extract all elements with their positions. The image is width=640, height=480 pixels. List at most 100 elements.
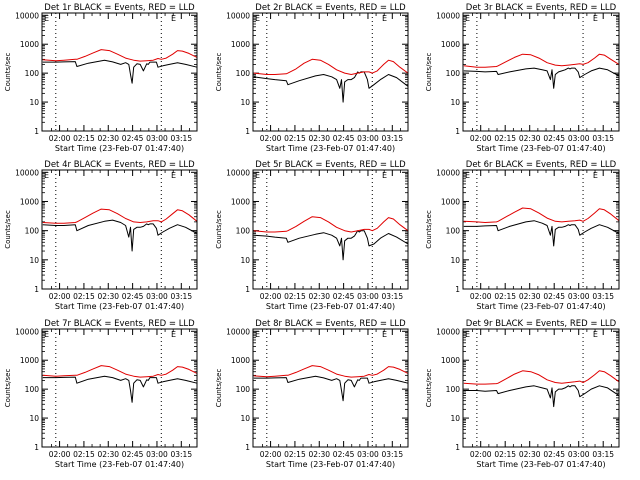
lld-series-line xyxy=(42,49,198,62)
y-tick-label: 1000 xyxy=(231,356,250,365)
y-tick-label: 10000 xyxy=(15,11,39,20)
events-series-line xyxy=(42,59,198,84)
chart-panel-2: Det 2r BLACK = Events, RED = LLD Counts/s… xyxy=(215,3,409,153)
y-tick-label: 1 xyxy=(245,285,250,294)
chart-panel-4: Det 4r BLACK = Events, RED = LLD Counts/s… xyxy=(4,160,198,311)
chart-title: Det 9r BLACK = Events, RED = LLD xyxy=(466,319,617,329)
corner-mark-left: E xyxy=(255,171,260,180)
y-axis-label: Counts/sec xyxy=(4,210,12,249)
y-tick-label: 1000 xyxy=(441,40,460,49)
x-tick-label: 02:00 xyxy=(260,134,282,143)
x-tick-label: 02:30 xyxy=(308,134,330,143)
plot-frame xyxy=(252,12,409,132)
plot-frame xyxy=(41,328,198,448)
x-tick-label: 03:15 xyxy=(381,450,403,459)
chart-panel-6: Det 6r BLACK = Events, RED = LLD Counts/s… xyxy=(425,160,620,311)
corner-mark-right: E xyxy=(171,171,176,180)
y-tick-label: 10000 xyxy=(15,168,39,177)
corner-mark-left: E xyxy=(44,171,49,180)
x-tick-label: 02:15 xyxy=(73,292,95,301)
x-tick-label: 02:45 xyxy=(122,292,144,301)
lld-series-line xyxy=(42,365,198,378)
x-axis-label: Start Time (23-Feb-07 01:47:40) xyxy=(476,460,605,469)
x-tick-label: 03:15 xyxy=(592,134,614,143)
y-tick-label: 1 xyxy=(455,127,460,136)
y-tick-label: 10 xyxy=(240,414,250,423)
y-tick-label: 10 xyxy=(29,414,39,423)
x-tick-label: 02:00 xyxy=(260,450,282,459)
y-tick-label: 10 xyxy=(240,98,250,107)
y-tick-label: 1 xyxy=(455,443,460,452)
x-tick-label: 02:15 xyxy=(494,292,516,301)
x-axis-label: Start Time (23-Feb-07 01:47:40) xyxy=(55,144,184,153)
x-tick-label: 02:30 xyxy=(97,134,119,143)
x-axis-label: Start Time (23-Feb-07 01:47:40) xyxy=(266,144,395,153)
y-axis-label: Counts/sec xyxy=(215,53,223,92)
corner-mark-left: E xyxy=(44,330,49,339)
chart-title: Det 3r BLACK = Events, RED = LLD xyxy=(466,3,617,13)
y-tick-label: 10000 xyxy=(436,11,460,20)
x-tick-label: 02:00 xyxy=(49,292,71,301)
plot-frame xyxy=(252,328,409,448)
events-series-line xyxy=(463,67,620,89)
x-tick-label: 02:30 xyxy=(519,134,541,143)
chart-title: Det 8r BLACK = Events, RED = LLD xyxy=(255,319,406,329)
x-tick-label: 03:15 xyxy=(170,292,192,301)
x-tick-label: 02:00 xyxy=(470,450,492,459)
x-tick-label: 02:45 xyxy=(543,450,565,459)
x-tick-label: 03:00 xyxy=(568,134,590,143)
x-tick-label: 03:15 xyxy=(592,292,614,301)
x-axis-label: Start Time (23-Feb-07 01:47:40) xyxy=(476,302,605,311)
chart-panel-8: Det 8r BLACK = Events, RED = LLD Counts/s… xyxy=(215,319,409,469)
y-tick-label: 10000 xyxy=(226,168,250,177)
events-series-line xyxy=(463,385,620,408)
y-tick-label: 100 xyxy=(236,385,251,394)
corner-mark-left: E xyxy=(255,14,260,23)
y-tick-label: 1 xyxy=(245,443,250,452)
y-tick-label: 1 xyxy=(34,127,39,136)
y-tick-label: 100 xyxy=(446,385,461,394)
lld-series-line xyxy=(463,207,620,223)
events-series-line xyxy=(253,71,409,103)
x-tick-label: 02:00 xyxy=(49,450,71,459)
x-tick-label: 03:00 xyxy=(357,134,379,143)
chart-panel-7: Det 7r BLACK = Events, RED = LLD Counts/s… xyxy=(4,319,198,469)
y-tick-label: 10000 xyxy=(436,327,460,336)
y-tick-label: 100 xyxy=(236,69,251,78)
plot-frame xyxy=(252,169,409,290)
x-tick-label: 02:30 xyxy=(519,450,541,459)
corner-mark-left: E xyxy=(255,330,260,339)
chart-panel-9: Det 9r BLACK = Events, RED = LLD Counts/s… xyxy=(425,319,620,469)
x-tick-label: 02:45 xyxy=(543,292,565,301)
corner-mark-right: E xyxy=(593,330,598,339)
chart-panel-5: Det 5r BLACK = Events, RED = LLD Counts/s… xyxy=(215,160,409,311)
x-tick-label: 03:15 xyxy=(381,134,403,143)
x-axis-label: Start Time (23-Feb-07 01:47:40) xyxy=(266,302,395,311)
x-tick-label: 02:30 xyxy=(308,450,330,459)
x-axis-label: Start Time (23-Feb-07 01:47:40) xyxy=(266,460,395,469)
corner-mark-right: E xyxy=(593,14,598,23)
y-tick-label: 100 xyxy=(236,227,251,236)
y-tick-label: 100 xyxy=(446,69,461,78)
corner-mark-right: E xyxy=(171,14,176,23)
chart-title: Det 5r BLACK = Events, RED = LLD xyxy=(255,160,406,170)
events-series-line xyxy=(253,375,409,402)
corner-mark-right: E xyxy=(171,330,176,339)
y-axis-label: Counts/sec xyxy=(215,369,223,408)
x-tick-label: 02:30 xyxy=(97,450,119,459)
y-tick-label: 1 xyxy=(455,285,460,294)
x-tick-label: 02:15 xyxy=(73,450,95,459)
y-tick-label: 1000 xyxy=(231,197,250,206)
y-tick-label: 10 xyxy=(450,256,460,265)
y-tick-label: 10 xyxy=(450,98,460,107)
lld-series-line xyxy=(253,365,409,378)
lld-series-line xyxy=(463,370,620,385)
chart-panel-1: Det 1r BLACK = Events, RED = LLD Counts/s… xyxy=(4,3,198,153)
x-tick-label: 03:00 xyxy=(146,450,168,459)
x-tick-label: 02:15 xyxy=(284,134,306,143)
lld-series-line xyxy=(42,208,198,224)
chart-panel-3: Det 3r BLACK = Events, RED = LLD Counts/s… xyxy=(425,3,620,153)
chart-title: Det 2r BLACK = Events, RED = LLD xyxy=(255,3,406,13)
corner-mark-right: E xyxy=(382,171,387,180)
x-axis-label: Start Time (23-Feb-07 01:47:40) xyxy=(55,460,184,469)
